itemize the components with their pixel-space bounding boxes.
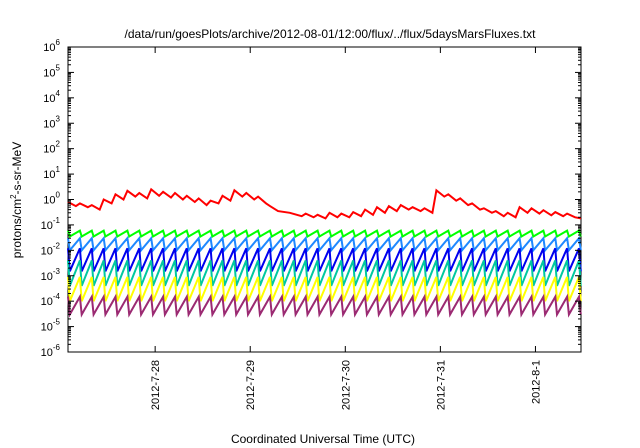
chart-title: /data/run/goesPlots/archive/2012-08-01/1… xyxy=(125,27,537,41)
y-tick-label: 100 xyxy=(43,191,60,207)
x-tick-label: 2012-8-1 xyxy=(530,360,542,404)
series-line-2 xyxy=(67,235,582,253)
y-axis: 10-6 10-5 10-4 10-3 10-2 10-1 100 101 102 103 104 1… xyxy=(41,38,581,359)
x-tick-label: 2012-7-28 xyxy=(150,360,162,410)
y-tick-label: 10-2 xyxy=(41,241,61,257)
y-tick-label: 103 xyxy=(43,114,60,130)
x-tick-label: 2012-7-31 xyxy=(435,360,447,410)
x-axis-label: Coordinated Universal Time (UTC) xyxy=(231,432,415,446)
series-line-1 xyxy=(67,229,582,239)
y-tick-label: 106 xyxy=(43,38,60,54)
y-tick-label: 10-5 xyxy=(41,318,61,334)
y-tick-label: 10-6 xyxy=(41,343,61,359)
y-axis-label: protons/cm2-s-sr-MeV xyxy=(9,142,24,258)
y-tick-label: 10-4 xyxy=(41,292,61,308)
y-tick-label: 10-3 xyxy=(41,267,61,283)
series-line-0 xyxy=(67,187,582,220)
x-axis: 2012-7-28 2012-7-29 2012-7-30 2012-7-31 2012… xyxy=(150,47,542,410)
x-tick-label: 2012-7-29 xyxy=(245,360,257,410)
y-tick-label: 105 xyxy=(43,63,60,79)
y-tick-label: 10-1 xyxy=(41,216,61,232)
series-line-6 xyxy=(67,293,582,318)
y-tick-label: 102 xyxy=(43,140,60,156)
series-line-5 xyxy=(67,276,582,302)
series-line-4 xyxy=(67,260,582,287)
series-layer xyxy=(67,187,582,318)
x-tick-label: 2012-7-30 xyxy=(340,360,352,410)
y-tick-label: 104 xyxy=(43,89,60,105)
series-line-3 xyxy=(67,247,582,272)
y-tick-label: 101 xyxy=(43,165,60,181)
